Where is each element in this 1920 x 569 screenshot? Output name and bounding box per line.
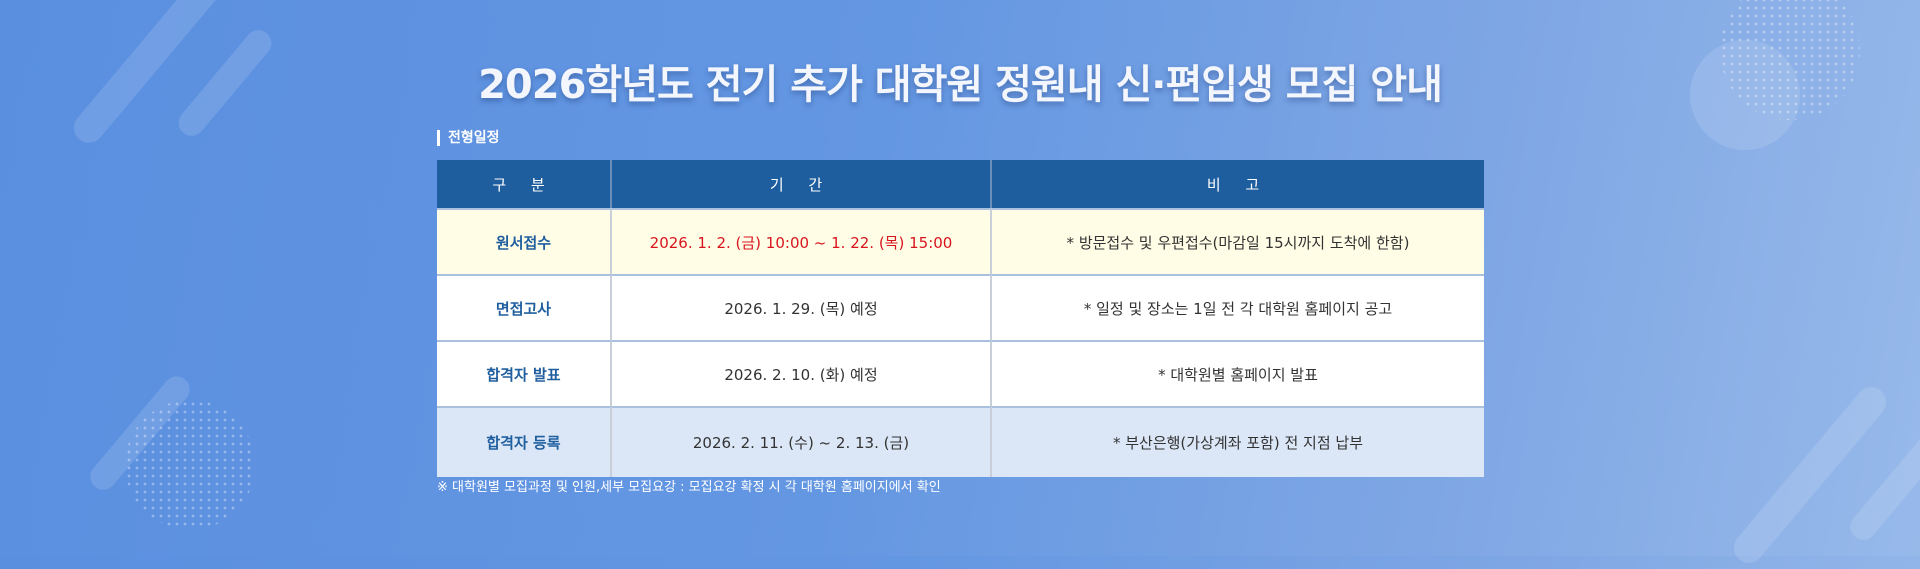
decorative-dots <box>1720 0 1860 120</box>
row-category: 합격자 등록 <box>437 406 612 477</box>
table-row: 합격자 발표 2026. 2. 10. (화) 예정 * 대학원별 홈페이지 발… <box>437 340 1484 406</box>
row-category: 면접고사 <box>437 274 612 340</box>
section-label: 전형일정 <box>437 130 500 146</box>
row-note: * 일정 및 장소는 1일 전 각 대학원 홈페이지 공고 <box>992 274 1484 340</box>
schedule-table: 구 분 기 간 비 고 원서접수 2026. 1. 2. (금) 10:00 ~… <box>437 160 1484 477</box>
row-period: 2026. 1. 2. (금) 10:00 ~ 1. 22. (목) 15:00 <box>612 208 992 274</box>
row-note: * 대학원별 홈페이지 발표 <box>992 340 1484 406</box>
row-note: * 방문접수 및 우편접수(마감일 15시까지 도착에 한함) <box>992 208 1484 274</box>
row-category: 원서접수 <box>437 208 612 274</box>
table-row: 면접고사 2026. 1. 29. (목) 예정 * 일정 및 장소는 1일 전… <box>437 274 1484 340</box>
header-category: 구 분 <box>437 160 612 208</box>
row-category: 합격자 발표 <box>437 340 612 406</box>
table-row: 원서접수 2026. 1. 2. (금) 10:00 ~ 1. 22. (목) … <box>437 208 1484 274</box>
footnote: ※ 대학원별 모집과정 및 인원,세부 모집요강 : 모집요강 확정 시 각 대… <box>437 480 941 495</box>
row-period: 2026. 2. 10. (화) 예정 <box>612 340 992 406</box>
header-period: 기 간 <box>612 160 992 208</box>
page-title: 2026학년도 전기 추가 대학원 정원내 신·편입생 모집 안내 <box>478 62 1443 108</box>
row-period: 2026. 2. 11. (수) ~ 2. 13. (금) <box>612 406 992 477</box>
row-period: 2026. 1. 29. (목) 예정 <box>612 274 992 340</box>
decorative-stripe <box>1727 381 1893 569</box>
row-note: * 부산은행(가상계좌 포함) 전 지점 납부 <box>992 406 1484 477</box>
table-row: 합격자 등록 2026. 2. 11. (수) ~ 2. 13. (금) * 부… <box>437 406 1484 477</box>
table-header-row: 구 분 기 간 비 고 <box>437 160 1484 208</box>
decorative-circle <box>1690 40 1800 150</box>
decorative-dots <box>125 400 255 530</box>
header-note: 비 고 <box>992 160 1484 208</box>
